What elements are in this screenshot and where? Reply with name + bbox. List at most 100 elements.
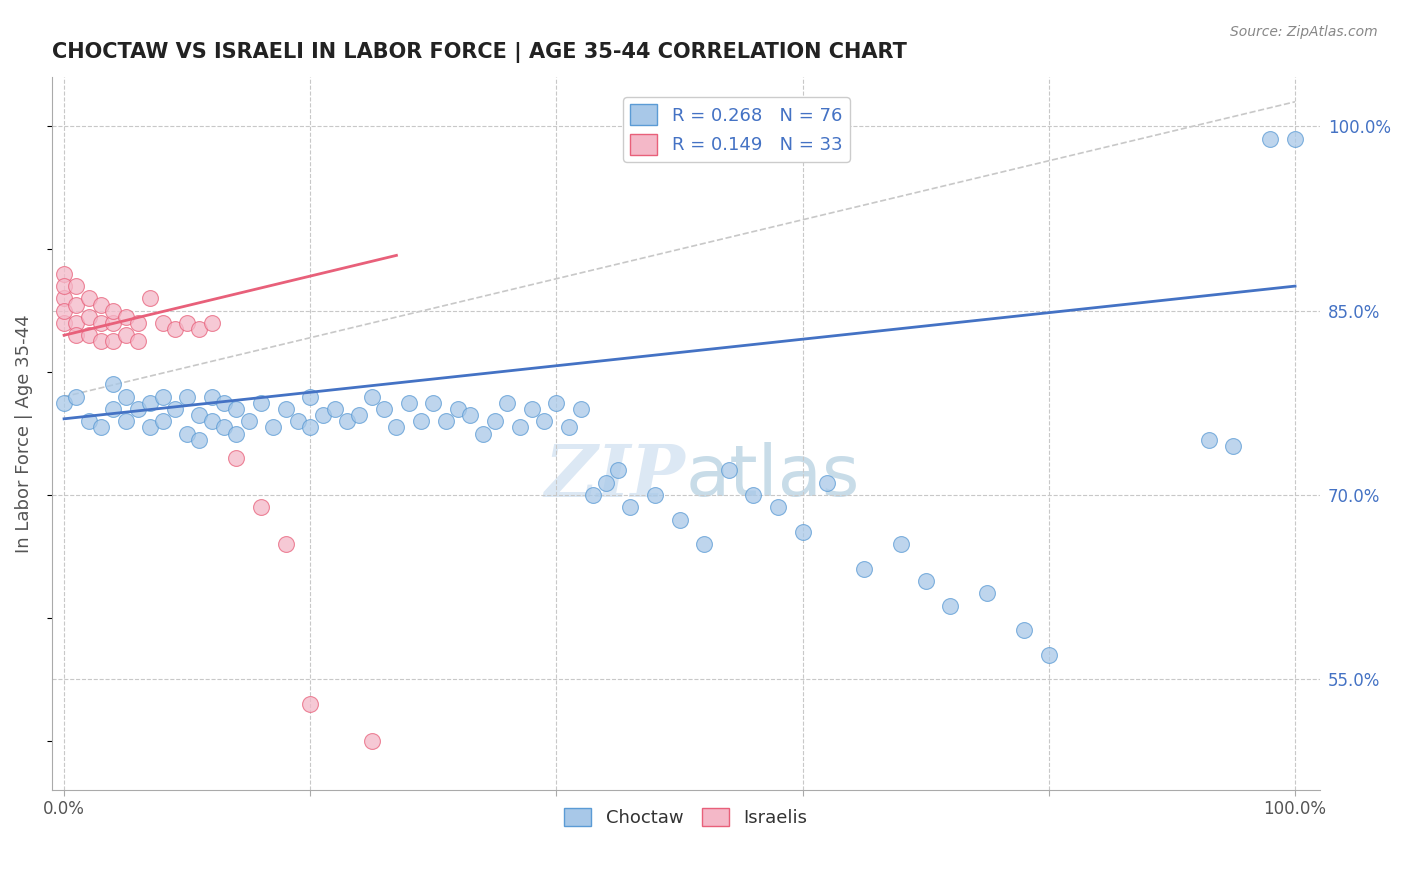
Point — [1012, 623, 1035, 637]
Point — [163, 322, 186, 336]
Point — [398, 396, 420, 410]
Point — [103, 316, 125, 330]
Point — [188, 408, 211, 422]
Text: Source: ZipAtlas.com: Source: ZipAtlas.com — [1230, 25, 1378, 39]
Point — [201, 316, 224, 330]
Point — [558, 420, 581, 434]
Point — [90, 420, 112, 434]
Point — [262, 420, 284, 434]
Point — [693, 537, 716, 551]
Point — [127, 316, 149, 330]
Point — [717, 463, 740, 477]
Point — [619, 500, 641, 515]
Point — [1260, 131, 1282, 145]
Point — [434, 414, 457, 428]
Legend: Choctaw, Israelis: Choctaw, Israelis — [557, 800, 814, 834]
Point — [349, 408, 371, 422]
Point — [225, 402, 247, 417]
Point — [114, 310, 136, 324]
Point — [212, 420, 235, 434]
Point — [742, 488, 765, 502]
Point — [1284, 131, 1306, 145]
Point — [569, 402, 592, 417]
Point — [127, 402, 149, 417]
Point — [53, 396, 76, 410]
Point — [250, 396, 273, 410]
Point — [299, 697, 322, 711]
Point — [201, 414, 224, 428]
Point — [274, 537, 297, 551]
Point — [65, 328, 87, 343]
Point — [360, 733, 382, 747]
Point — [1038, 648, 1060, 662]
Point — [103, 303, 125, 318]
Point — [533, 414, 555, 428]
Point — [65, 297, 87, 311]
Point — [139, 292, 162, 306]
Point — [582, 488, 605, 502]
Point — [53, 267, 76, 281]
Point — [496, 396, 519, 410]
Point — [520, 402, 543, 417]
Point — [139, 420, 162, 434]
Point — [77, 292, 100, 306]
Point — [90, 316, 112, 330]
Point — [176, 390, 198, 404]
Point — [225, 426, 247, 441]
Point — [546, 396, 568, 410]
Point — [163, 402, 186, 417]
Point — [287, 414, 309, 428]
Point — [815, 475, 838, 490]
Point — [152, 390, 174, 404]
Point — [447, 402, 470, 417]
Point — [422, 396, 444, 410]
Point — [274, 402, 297, 417]
Point — [644, 488, 666, 502]
Point — [914, 574, 936, 588]
Point — [114, 414, 136, 428]
Point — [65, 279, 87, 293]
Point — [90, 334, 112, 349]
Point — [238, 414, 260, 428]
Point — [385, 420, 408, 434]
Text: CHOCTAW VS ISRAELI IN LABOR FORCE | AGE 35-44 CORRELATION CHART: CHOCTAW VS ISRAELI IN LABOR FORCE | AGE … — [52, 42, 907, 62]
Point — [299, 420, 322, 434]
Point — [458, 408, 481, 422]
Point — [471, 426, 494, 441]
Text: ZIP: ZIP — [546, 441, 686, 512]
Point — [176, 316, 198, 330]
Point — [103, 402, 125, 417]
Point — [53, 279, 76, 293]
Point — [114, 328, 136, 343]
Point — [373, 402, 395, 417]
Point — [127, 334, 149, 349]
Point — [1198, 433, 1220, 447]
Point — [509, 420, 531, 434]
Point — [212, 396, 235, 410]
Point — [976, 586, 998, 600]
Point — [188, 322, 211, 336]
Point — [65, 316, 87, 330]
Point — [360, 390, 382, 404]
Point — [103, 334, 125, 349]
Point — [225, 451, 247, 466]
Point — [250, 500, 273, 515]
Point — [77, 310, 100, 324]
Point — [409, 414, 432, 428]
Point — [336, 414, 359, 428]
Point — [595, 475, 617, 490]
Point — [853, 562, 876, 576]
Point — [201, 390, 224, 404]
Text: atlas: atlas — [686, 442, 860, 511]
Point — [53, 303, 76, 318]
Point — [188, 433, 211, 447]
Point — [299, 390, 322, 404]
Point — [484, 414, 506, 428]
Point — [65, 390, 87, 404]
Point — [152, 414, 174, 428]
Point — [139, 396, 162, 410]
Point — [311, 408, 333, 422]
Y-axis label: In Labor Force | Age 35-44: In Labor Force | Age 35-44 — [15, 314, 32, 553]
Point — [792, 524, 814, 539]
Point — [1222, 439, 1244, 453]
